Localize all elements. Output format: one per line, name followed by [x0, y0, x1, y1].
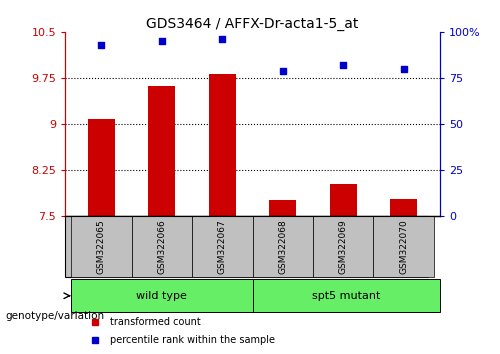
Text: GSM322070: GSM322070 — [399, 219, 408, 274]
FancyBboxPatch shape — [71, 279, 252, 312]
FancyBboxPatch shape — [252, 279, 440, 312]
FancyBboxPatch shape — [65, 216, 428, 278]
Point — [278, 68, 286, 73]
Text: GSM322067: GSM322067 — [218, 219, 227, 274]
Bar — [148, 86, 176, 216]
Text: GSM322069: GSM322069 — [338, 219, 347, 274]
Bar — [88, 119, 115, 216]
FancyBboxPatch shape — [71, 216, 132, 278]
FancyBboxPatch shape — [374, 216, 434, 278]
Bar — [208, 74, 236, 216]
Bar — [269, 200, 296, 216]
Text: GSM322068: GSM322068 — [278, 219, 287, 274]
Text: GSM322065: GSM322065 — [97, 219, 106, 274]
Point — [98, 42, 106, 47]
Text: percentile rank within the sample: percentile rank within the sample — [110, 335, 275, 346]
Bar — [390, 199, 417, 216]
Point — [158, 38, 166, 44]
Title: GDS3464 / AFFX-Dr-acta1-5_at: GDS3464 / AFFX-Dr-acta1-5_at — [146, 17, 358, 31]
Text: genotype/variation: genotype/variation — [5, 311, 104, 321]
Point — [400, 66, 407, 72]
Point — [218, 36, 226, 42]
Text: GSM322066: GSM322066 — [158, 219, 166, 274]
FancyBboxPatch shape — [132, 216, 192, 278]
Text: spt5 mutant: spt5 mutant — [312, 291, 380, 301]
Point — [339, 62, 347, 68]
FancyBboxPatch shape — [252, 216, 313, 278]
FancyBboxPatch shape — [313, 216, 374, 278]
Bar — [330, 184, 357, 216]
FancyBboxPatch shape — [192, 216, 252, 278]
Text: transformed count: transformed count — [110, 318, 201, 327]
Text: wild type: wild type — [136, 291, 187, 301]
